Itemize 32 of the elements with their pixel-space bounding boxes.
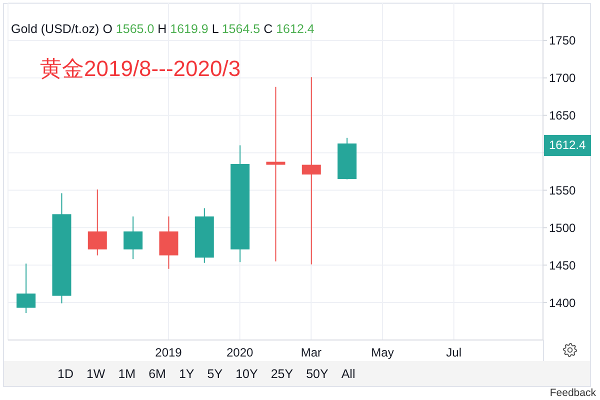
text: 6M xyxy=(148,366,166,380)
text: 5Y xyxy=(207,366,223,380)
candlestick xyxy=(266,86,286,262)
candlestick xyxy=(159,216,178,270)
text: 10Y xyxy=(236,366,258,380)
candlestick xyxy=(16,263,36,314)
text: Feedback xyxy=(550,387,596,399)
y-tick-label: 1700 xyxy=(549,71,576,86)
text: 黄金2019/8---2020/3 xyxy=(40,56,241,81)
x-tick-label: May xyxy=(371,346,394,360)
text: All xyxy=(341,366,356,380)
text: 1Y xyxy=(178,366,194,380)
text: 25Y xyxy=(270,366,294,380)
text: 1W xyxy=(86,366,106,380)
y-tick-label: 1500 xyxy=(549,220,576,235)
candlestick xyxy=(88,188,107,256)
text: 1612.4 xyxy=(549,138,586,152)
x-tick-label: 2020 xyxy=(226,346,254,360)
text: 1D xyxy=(58,366,74,380)
x-tick-label: 2019 xyxy=(155,346,182,360)
text: Gold (USD/t.oz) xyxy=(11,22,100,36)
y-tick-label: 1400 xyxy=(549,296,576,310)
text: 1M xyxy=(118,366,136,380)
y-tick-label: 1750 xyxy=(549,34,576,48)
y-tick-label: 1650 xyxy=(549,108,576,123)
x-tick-label: Jul xyxy=(446,346,462,360)
text: 50Y xyxy=(306,366,328,380)
candlestick xyxy=(124,216,143,260)
x-tick-label: Mar xyxy=(300,346,322,360)
y-tick-label: 1450 xyxy=(549,258,576,272)
y-tick-label: 1550 xyxy=(549,183,576,198)
annotation: O 1565.0 H 1619.9 L 1564.5 C 1612.4 xyxy=(102,22,314,36)
